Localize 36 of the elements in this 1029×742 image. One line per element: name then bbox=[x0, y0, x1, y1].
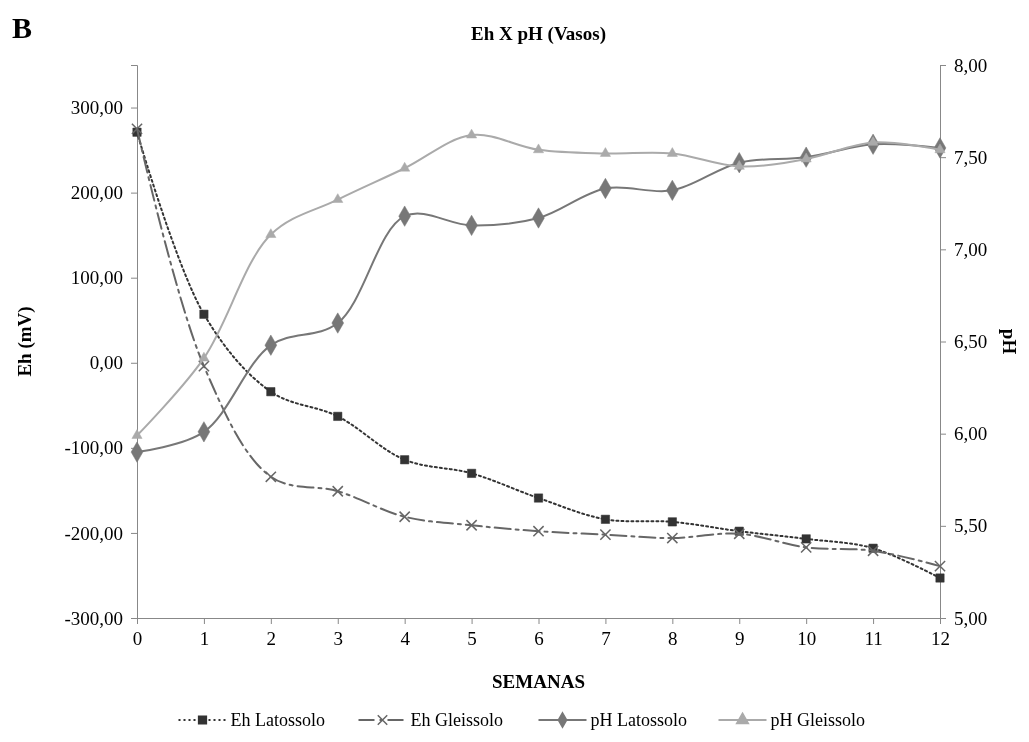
x-tick-label: 8 bbox=[668, 628, 678, 650]
legend-label: pH Latossolo bbox=[590, 710, 687, 731]
y2-axis-title: pH bbox=[999, 328, 1021, 355]
y-tick-label: 0,00 bbox=[89, 352, 123, 374]
y2-tick-label: 7,00 bbox=[954, 238, 988, 260]
legend-label: Eh Gleissolo bbox=[410, 710, 503, 731]
x-tick-label: 4 bbox=[400, 628, 411, 650]
x-tick-label: 9 bbox=[735, 628, 745, 650]
x-tick-label: 5 bbox=[467, 628, 477, 650]
x-tick-label: 3 bbox=[333, 628, 343, 650]
legend-label: pH Gleissolo bbox=[770, 710, 865, 731]
y-tick-label: -200,00 bbox=[64, 522, 123, 544]
y2-tick-label: 5,00 bbox=[954, 607, 988, 629]
x-tick-label: 0 bbox=[132, 628, 143, 650]
x-tick-label: 6 bbox=[534, 628, 544, 650]
x-tick-label: 12 bbox=[931, 628, 950, 650]
x-tick-label: 11 bbox=[864, 628, 883, 650]
y-tick-label: 200,00 bbox=[70, 182, 123, 204]
legend-label: Eh Latossolo bbox=[230, 710, 325, 731]
y-tick-label: 100,00 bbox=[70, 267, 123, 289]
x-tick-label: 10 bbox=[797, 628, 817, 650]
y-tick-label: -300,00 bbox=[64, 607, 123, 629]
x-tick-label: 2 bbox=[266, 628, 277, 650]
text: B bbox=[12, 11, 33, 44]
y2-tick-label: 6,50 bbox=[954, 331, 988, 353]
y-tick-label: -100,00 bbox=[64, 437, 123, 459]
y2-tick-label: 7,50 bbox=[954, 146, 988, 168]
chart-title: Eh X pH (Vasos) bbox=[471, 23, 606, 45]
x-tick-label: 1 bbox=[199, 628, 210, 650]
y2-tick-label: 6,00 bbox=[954, 423, 988, 445]
x-axis-title: SEMANAS bbox=[492, 671, 585, 692]
y2-tick-label: 8,00 bbox=[954, 54, 988, 76]
y-tick-label: 300,00 bbox=[70, 97, 123, 119]
x-tick-label: 7 bbox=[601, 628, 611, 650]
y2-tick-label: 5,50 bbox=[954, 515, 988, 537]
y-axis-title: Eh (mV) bbox=[13, 306, 36, 377]
